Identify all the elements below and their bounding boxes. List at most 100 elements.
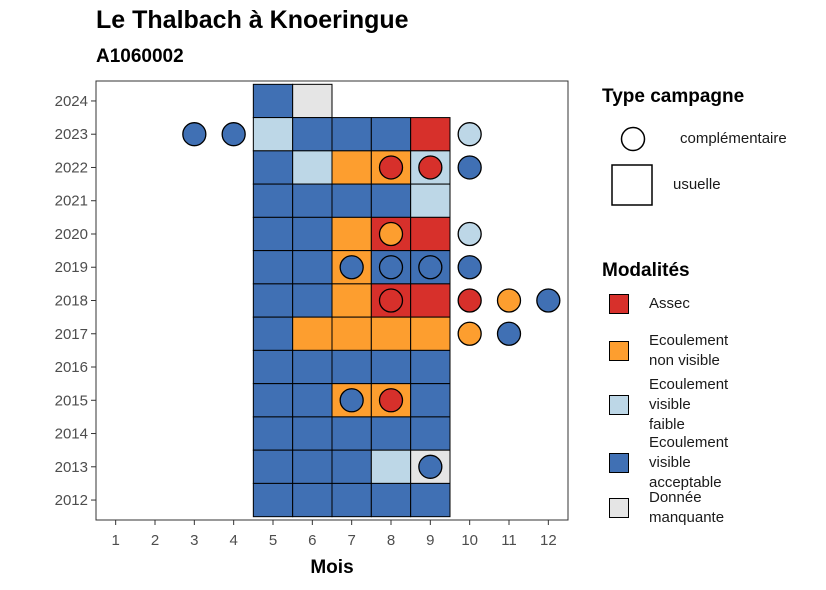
complementaire-point (457, 155, 482, 180)
y-tick-label: 2014 (55, 426, 88, 443)
legend-label: Donnée manquante (649, 489, 725, 526)
y-tick-label: 2022 (55, 159, 88, 176)
x-tick-label: 10 (461, 532, 478, 549)
legend-label: Ecoulement non visible (649, 332, 729, 369)
heatmap-cell (252, 216, 294, 252)
y-tick-label: 2013 (55, 459, 88, 476)
heatmap-cell (410, 117, 451, 152)
legend-modalites: Modalités Assec Ecoulement non visible Ecou… (602, 260, 728, 526)
chart-title: Le Thalbach à Knoeringue (96, 6, 409, 34)
heatmap-cell (292, 150, 333, 185)
complementaire-point (378, 388, 404, 413)
color-swatch (609, 341, 629, 361)
y-tick-label: 2017 (55, 326, 88, 343)
color-swatch (609, 453, 629, 473)
heatmap-cell (331, 117, 372, 152)
legend-label: Ecoulement visible faible (649, 376, 729, 433)
complementaire-point (418, 454, 443, 479)
complementaire-point (457, 122, 482, 147)
y-tick-label: 2012 (55, 492, 88, 509)
complementaire-point (418, 255, 443, 280)
x-tick-label: 8 (387, 532, 395, 549)
heatmap-cell (252, 150, 294, 185)
heatmap-cell (331, 316, 372, 351)
y-tick-label: 2020 (55, 226, 88, 243)
heatmap-cell (292, 216, 333, 252)
heatmap-cell (292, 83, 333, 119)
heatmap-cell (292, 416, 333, 451)
color-swatch (609, 294, 629, 314)
heatmap-cell (252, 482, 294, 518)
complementaire-point (457, 288, 482, 313)
heatmap-cell (370, 482, 412, 518)
circle-key-icon (620, 126, 646, 152)
heatmap-cell (252, 117, 294, 152)
legend-type-campagne: Type campagne complémentaire usuelle (602, 86, 787, 206)
complementaire-point (496, 288, 522, 313)
heatmap-cell (410, 216, 451, 252)
chart-subtitle: A1060002 (96, 46, 184, 67)
complementaire-point (457, 321, 482, 346)
heatmap-cell (252, 416, 294, 451)
heatmap-cell (252, 250, 294, 285)
heatmap-cell (331, 216, 372, 252)
heatmap-cell (252, 316, 294, 351)
heatmap-cell (410, 349, 451, 385)
complementaire-point (378, 155, 404, 180)
complementaire-point (378, 221, 404, 247)
legend-item-modalite: Donnée manquante (609, 488, 724, 528)
heatmap-cell (331, 349, 372, 385)
complementaire-point (339, 388, 364, 413)
heatmap-cell (292, 283, 333, 318)
heatmap-cell (410, 416, 451, 451)
heatmap-cell (370, 117, 412, 152)
heatmap-cell (292, 349, 333, 385)
square-key-icon (611, 164, 653, 206)
x-tick-label: 3 (190, 532, 198, 549)
legend-item-usuelle: usuelle (611, 164, 721, 206)
y-tick-label: 2023 (55, 126, 88, 143)
complementaire-point (457, 255, 482, 280)
heatmap-cell (331, 482, 372, 518)
usuelle-cells (252, 83, 451, 518)
heatmap-cell (370, 183, 412, 218)
legend-item-complementaire: complémentaire (620, 126, 787, 152)
legend-modalites-title: Modalités (602, 260, 690, 281)
complementaire-point (536, 288, 561, 313)
heatmap-cell (292, 449, 333, 484)
legend-label: complémentaire (680, 130, 787, 147)
y-tick-label: 2015 (55, 392, 88, 409)
x-tick-label: 12 (540, 532, 557, 549)
y-tick-label: 2016 (55, 359, 88, 376)
legend-label: Assec (649, 295, 690, 312)
complementaire-point (339, 255, 364, 280)
heatmap-cell (252, 183, 294, 218)
heatmap-cell (292, 383, 333, 418)
x-tick-label: 9 (426, 532, 434, 549)
heatmap-cell (331, 183, 372, 218)
y-tick-label: 2021 (55, 193, 88, 210)
y-tick-label: 2019 (55, 259, 88, 276)
heatmap-cell (331, 150, 372, 185)
heatmap-cell (410, 183, 451, 218)
heatmap-cell (410, 316, 451, 351)
heatmap-cell (292, 117, 333, 152)
complementaire-point (378, 288, 404, 313)
y-tick-label: 2024 (55, 93, 88, 110)
heatmap-cell (370, 416, 412, 451)
heatmap-cell (370, 449, 412, 484)
heatmap-cell (370, 316, 412, 351)
y-tick-label: 2018 (55, 293, 88, 310)
heatmap-cell (410, 383, 451, 418)
x-tick-label: 5 (269, 532, 277, 549)
x-tick-label: 1 (111, 532, 119, 549)
complementaire-point (182, 122, 207, 147)
heatmap-chart: 2012 2013 2014 2015 2016 2017 2018 2019 2020 2021… (55, 80, 569, 578)
legend-label: usuelle (673, 176, 721, 193)
legend-item-modalite: Ecoulement visible faible (609, 375, 728, 435)
heatmap-cell (252, 349, 294, 385)
x-axis-label: Mois (310, 557, 353, 578)
heatmap-cell (252, 449, 294, 484)
complementaire-points (182, 122, 561, 479)
x-tick-label: 7 (347, 532, 355, 549)
